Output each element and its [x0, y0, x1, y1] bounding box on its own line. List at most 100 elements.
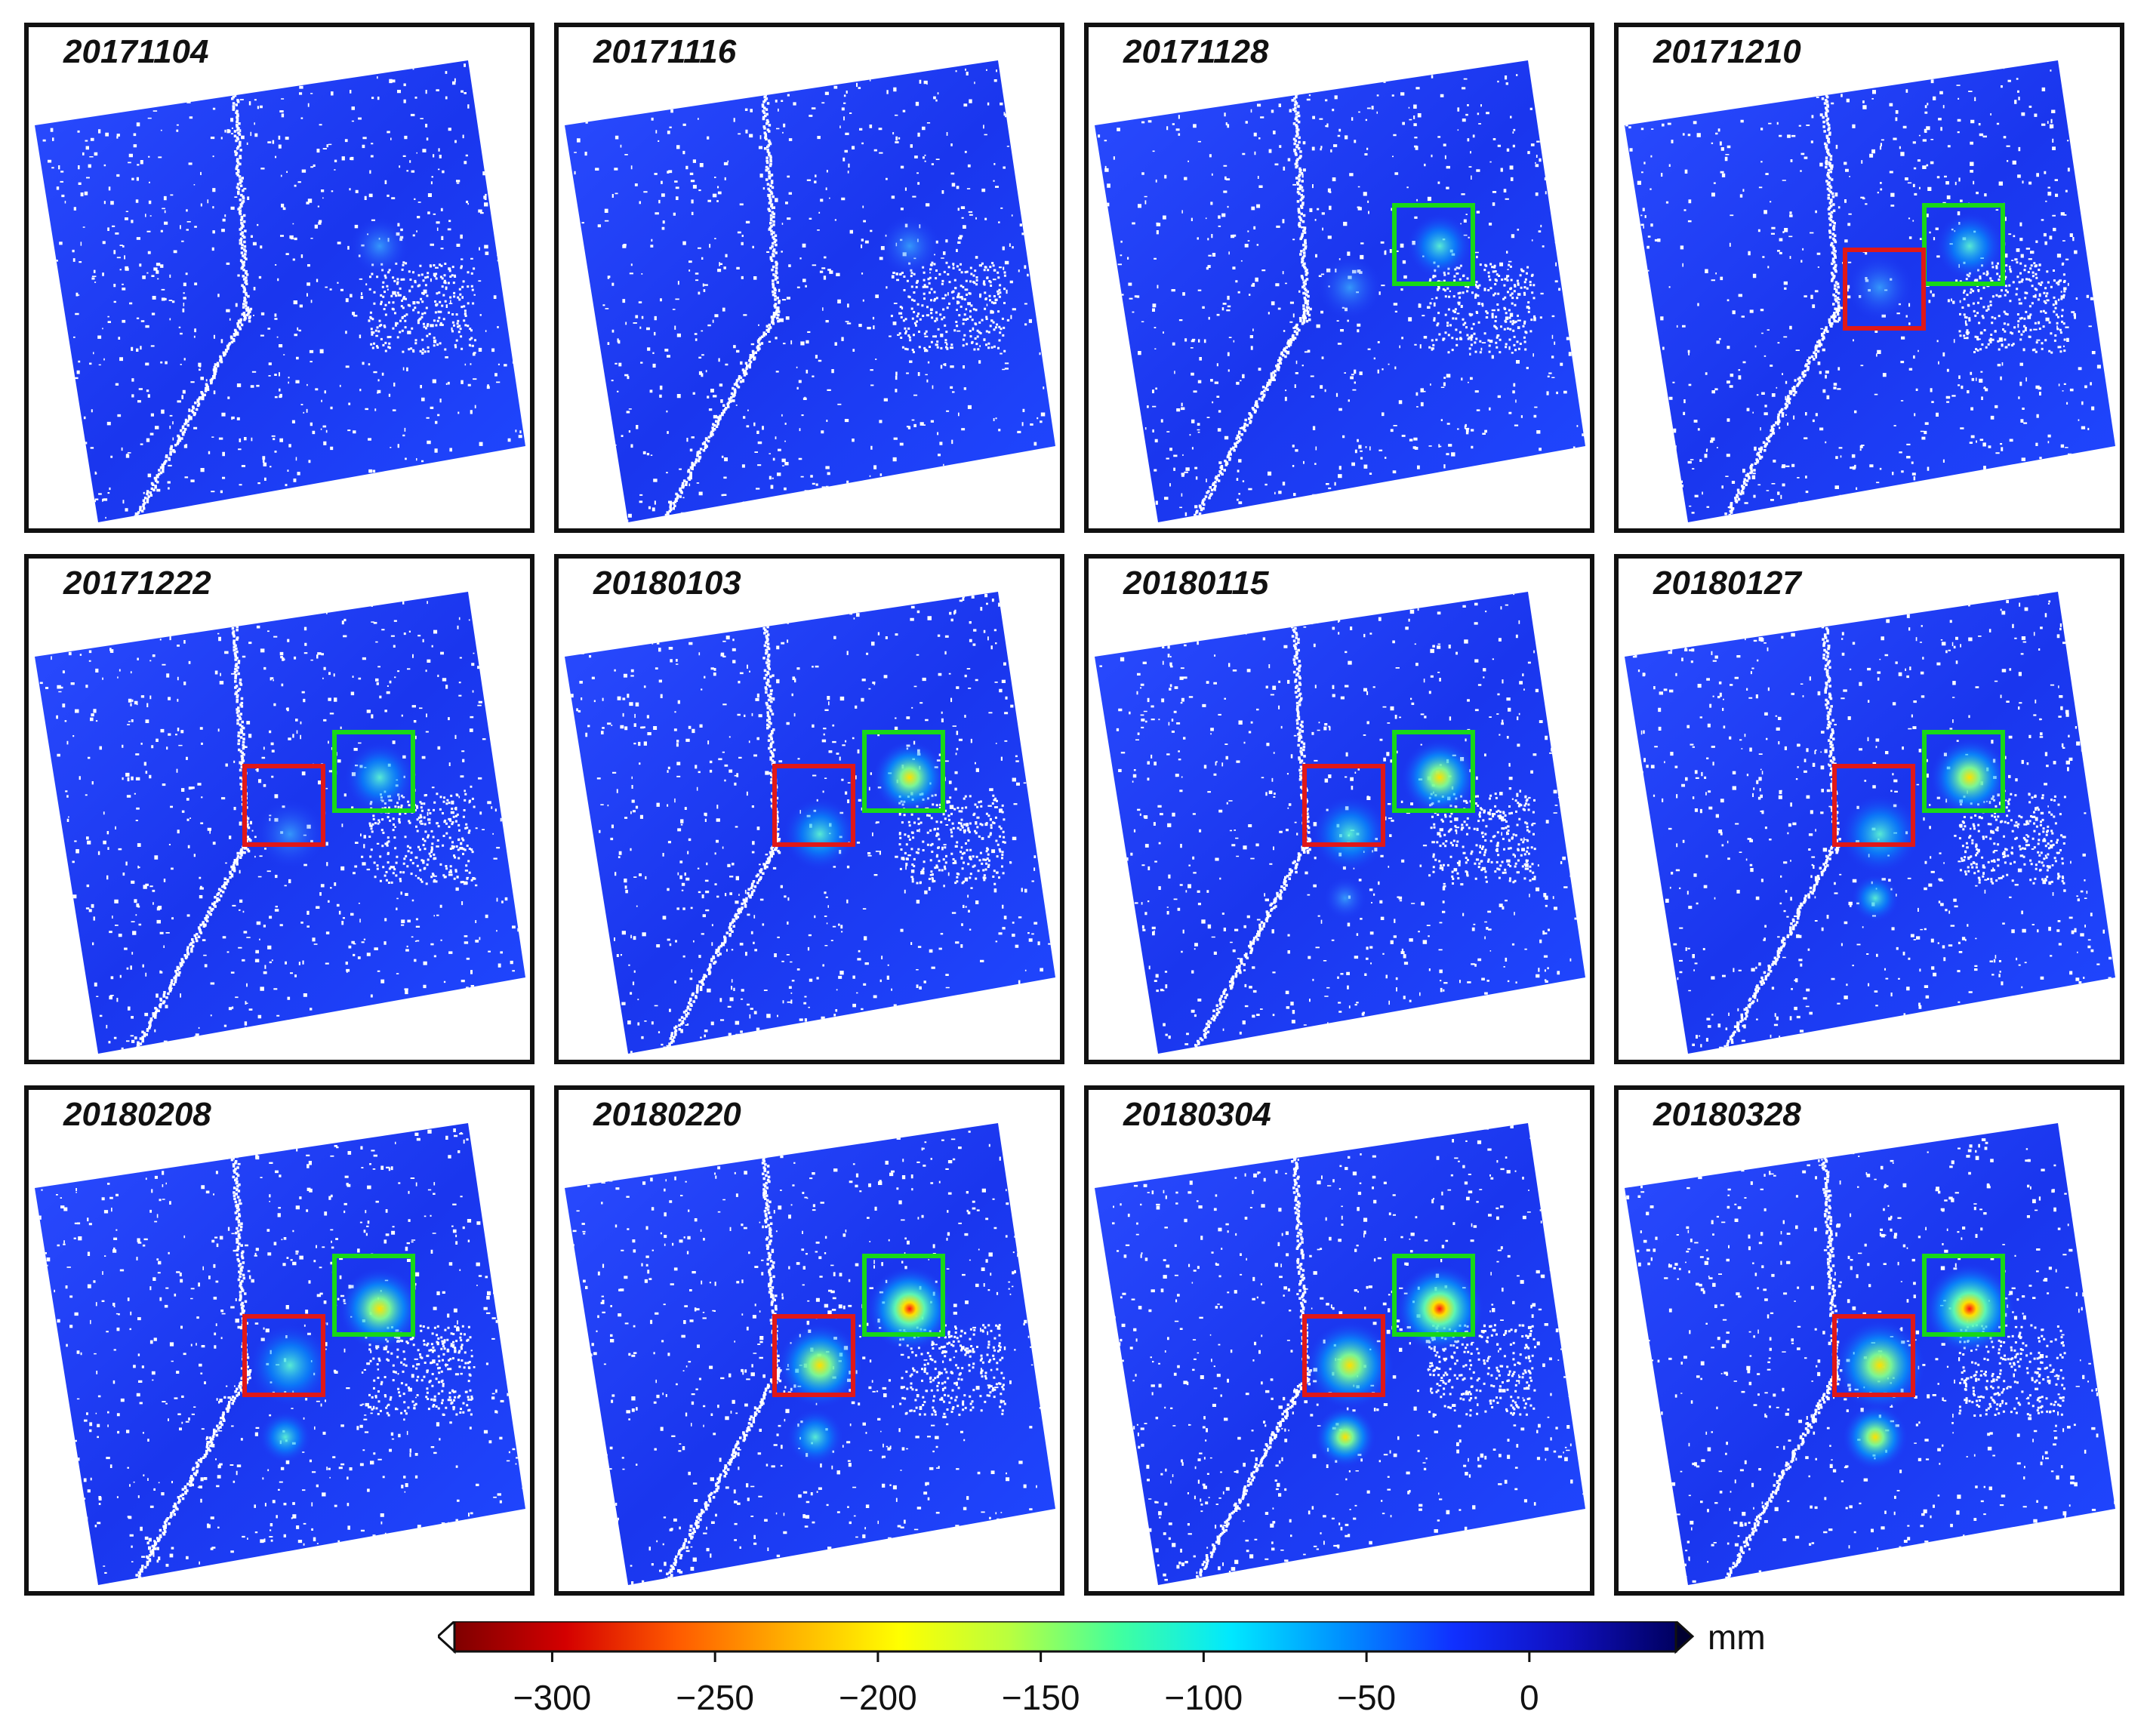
panel-20171128: 20171128: [1084, 23, 1594, 533]
colorbar-right-triangle: [1674, 1621, 1695, 1654]
panel-20180328: 20180328: [1614, 1085, 2124, 1596]
panel-date-label: 20171222: [63, 565, 211, 602]
subsidence-bowl-center: [255, 799, 325, 869]
panel-date-label: 20171210: [1653, 33, 1801, 70]
coverage-area: [35, 60, 525, 522]
subsidence-bowl-center: [1847, 254, 1913, 321]
subsidence-bowl-center: [784, 798, 856, 870]
subsidence-bowl-north: [867, 1267, 952, 1351]
subsidence-bowl-south: [1324, 877, 1366, 919]
subsidence-bowl-center: [1834, 1320, 1925, 1411]
colorbar-unit: mm: [1708, 1617, 1766, 1657]
coverage-area: [565, 60, 1055, 522]
subsidence-bowl-center: [249, 1325, 331, 1406]
deformation-map: [1095, 592, 1585, 1054]
colorbar-tick-label: 0: [1520, 1678, 1539, 1717]
red-roi-box: [242, 1314, 325, 1397]
red-roi-box: [772, 764, 855, 847]
colorbar-tick-label: −150: [1001, 1678, 1080, 1717]
green-roi-box: [1922, 1254, 2005, 1337]
subsidence-bowl-center: [1318, 256, 1382, 319]
colorbar-tick-label: −200: [839, 1678, 917, 1717]
red-roi-box: [1302, 764, 1385, 847]
subsidence-bowl-north: [1930, 738, 2009, 817]
red-roi-box: [1832, 1314, 1915, 1397]
subsidence-bowl-north: [1396, 1265, 1483, 1353]
deformation-map: [1095, 60, 1585, 522]
panel-20171104: 20171104: [24, 23, 534, 533]
panel-date-label: 20171128: [1123, 33, 1269, 70]
green-roi-box: [332, 1254, 415, 1337]
colorbar-tick-label: −250: [676, 1678, 754, 1717]
subsidence-bowl-north: [1924, 1264, 2015, 1354]
deformation-map: [35, 592, 525, 1054]
panel-20180220: 20180220: [554, 1085, 1064, 1596]
red-roi-box: [1302, 1314, 1385, 1397]
colorbar-ticks: [550, 1651, 1531, 1662]
panel-20171116: 20171116: [554, 23, 1064, 533]
deformation-map: [565, 592, 1055, 1054]
scatter-gaps: [1625, 592, 2115, 1054]
subsidence-bowl-south: [1852, 875, 1899, 922]
subsidence-bowl-north: [351, 217, 408, 275]
colorbar-tick-label: −100: [1164, 1678, 1243, 1717]
green-roi-box: [1922, 730, 2005, 813]
colorbar-tick-label: −50: [1337, 1678, 1397, 1717]
green-roi-box: [862, 1254, 945, 1337]
red-roi-box: [242, 764, 325, 847]
colorbar-bar: [453, 1621, 1677, 1653]
panel-20180103: 20180103: [554, 554, 1064, 1064]
subsidence-bowl-north: [873, 741, 946, 814]
subsidence-bowl-north: [1402, 740, 1477, 815]
colorbar: [438, 1621, 1695, 1662]
scatter-gaps: [35, 60, 525, 522]
panel-date-label: 20180115: [1123, 565, 1269, 602]
subsidence-bowl-center: [1306, 1322, 1394, 1409]
panel-date-label: 20180220: [593, 1096, 741, 1133]
deformation-map: [1625, 592, 2115, 1054]
deformation-map: [565, 1123, 1055, 1585]
subsidence-bowl-south: [1843, 1405, 1908, 1470]
subsidence-bowl-north: [1408, 214, 1471, 278]
subsidence-bowl-south: [787, 1409, 843, 1465]
deformation-map: [35, 60, 525, 522]
subsidence-bowl-center: [1312, 796, 1388, 872]
deformation-map: [1625, 1123, 2115, 1585]
panel-date-label: 20180208: [63, 1096, 211, 1133]
green-roi-box: [862, 730, 945, 813]
panel-date-label: 20180304: [1123, 1096, 1271, 1133]
green-roi-box: [1392, 203, 1475, 286]
white-speckle: [565, 592, 1055, 1054]
green-roi-box: [1922, 203, 2005, 286]
panel-20180115: 20180115: [1084, 554, 1594, 1064]
panel-grid: 20171104 20171116 20171128 20171210 20171222…: [24, 23, 2126, 1596]
panel-date-label: 20180103: [593, 565, 741, 602]
scatter-gaps: [35, 1123, 525, 1585]
colorbar-left-triangle: [438, 1621, 456, 1654]
scatter-gaps: [1095, 60, 1585, 522]
panel-20180127: 20180127: [1614, 554, 2124, 1064]
panel-20171210: 20171210: [1614, 23, 2124, 533]
panel-20171222: 20171222: [24, 554, 534, 1064]
deformation-map: [1095, 1123, 1585, 1585]
red-roi-box: [1843, 248, 1926, 331]
scatter-gaps: [1095, 1123, 1585, 1585]
panel-20180304: 20180304: [1084, 1085, 1594, 1596]
panel-date-label: 20180328: [1653, 1096, 1801, 1133]
scatter-gaps: [1625, 60, 2115, 522]
green-roi-box: [332, 730, 415, 813]
panel-date-label: 20180127: [1653, 565, 1801, 602]
deformation-map: [1625, 60, 2115, 522]
scatter-gaps: [565, 592, 1055, 1054]
subsidence-bowl-north: [879, 216, 940, 276]
scatter-gaps: [565, 60, 1055, 522]
green-roi-box: [1392, 730, 1475, 813]
red-roi-box: [1832, 764, 1915, 847]
scatter-gaps: [565, 1123, 1055, 1585]
white-speckle: [565, 1123, 1055, 1585]
subsidence-bowl-north: [345, 743, 414, 812]
white-speckle: [565, 60, 1055, 522]
subsidence-bowl-south: [260, 1411, 311, 1463]
subsidence-bowl-south: [1315, 1407, 1375, 1467]
white-speckle: [1625, 60, 2115, 522]
